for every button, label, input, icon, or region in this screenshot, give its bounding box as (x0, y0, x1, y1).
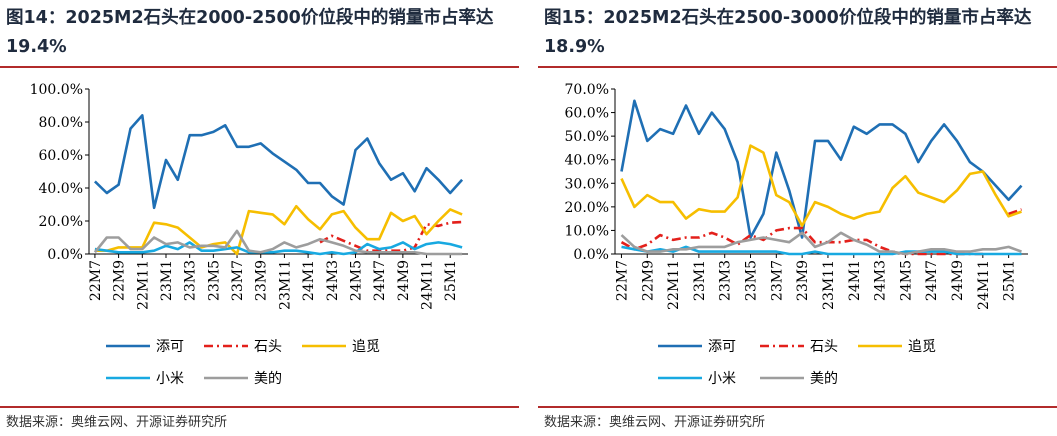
x-tick-label: 24M1 (301, 260, 317, 301)
legend-label: 石头 (810, 339, 838, 355)
series-path (94, 241, 463, 256)
legend-label: 添可 (708, 339, 736, 355)
x-tick-label: 22M11 (666, 260, 682, 310)
x-tick-label: 25M1 (1002, 260, 1018, 301)
y-tick-label: 100.0% (30, 82, 83, 98)
x-tick-label: 23M3 (183, 260, 199, 301)
chart-title: 图14：2025M2石头在2000-2500价位段中的销量市占率达 19.4% (6, 8, 494, 57)
x-tick-label: 24M7 (924, 260, 940, 301)
series-path (1008, 208, 1022, 216)
x-tick-label: 23M5 (206, 260, 222, 301)
legend-label: 追觅 (352, 339, 380, 355)
y-tick-label: 40.0% (39, 181, 83, 197)
x-tick-label: 22M9 (112, 260, 128, 301)
series-line-小米 (94, 241, 463, 256)
y-tick-label: 10.0% (565, 223, 609, 239)
x-tick-label: 23M1 (692, 260, 708, 301)
y-tick-label: 0.0% (573, 247, 609, 263)
x-tick-label: 24M3 (325, 260, 341, 301)
legend-label: 美的 (254, 371, 282, 387)
x-tick-label: 23M9 (254, 260, 270, 301)
series-line-添可 (620, 99, 1023, 239)
series-line-美的 (93, 229, 463, 256)
x-tick-label: 22M7 (614, 260, 630, 301)
x-tick-label: 24M9 (396, 260, 412, 301)
x-tick-label: 23M7 (230, 260, 246, 301)
series-path (93, 114, 464, 210)
y-tick-label: 0.0% (47, 247, 83, 263)
x-tick-label: 24M9 (950, 260, 966, 301)
y-tick-label: 70.0% (565, 82, 609, 98)
x-tick-label: 24M11 (976, 260, 992, 310)
series-path (620, 226, 983, 256)
x-tick-label: 23M1 (159, 260, 175, 301)
series-line-石头 (319, 220, 463, 252)
series-line-追觅 (94, 204, 463, 256)
x-tick-label: 24M3 (873, 260, 889, 301)
legend-label: 石头 (254, 339, 282, 355)
x-tick-label: 23M7 (769, 260, 785, 301)
legend-label: 追觅 (908, 339, 936, 355)
x-tick-label: 22M11 (135, 260, 151, 310)
series-path (94, 204, 463, 256)
x-tick-label: 23M9 (795, 260, 811, 301)
x-tick-label: 22M9 (640, 260, 656, 301)
y-tick-label: 80.0% (39, 115, 83, 131)
x-tick-label: 24M7 (372, 260, 388, 301)
chart-title: 图15：2025M2石头在2500-3000价位段中的销量市占率达 18.9% (544, 8, 1032, 57)
source-rule (0, 406, 519, 408)
legend-label: 小米 (156, 371, 184, 387)
legend-label: 小米 (708, 371, 736, 387)
series-line-美的 (620, 231, 1022, 256)
y-tick-label: 50.0% (565, 129, 609, 145)
title-rule (0, 66, 519, 68)
series-line-添可 (93, 114, 464, 210)
x-tick-label: 24M5 (348, 260, 364, 301)
x-tick-label: 23M3 (718, 260, 734, 301)
source-note: 数据来源：奥维云网、开源证券研究所 (6, 415, 228, 430)
x-tick-label: 25M1 (443, 260, 459, 301)
y-tick-label: 30.0% (565, 176, 609, 192)
x-tick-label: 23M5 (744, 260, 760, 301)
series-path (620, 144, 1022, 227)
source-note: 数据来源：奥维云网、开源证券研究所 (544, 415, 766, 430)
x-tick-label: 24M11 (420, 260, 436, 310)
series-path (319, 220, 463, 252)
series-path (620, 231, 1022, 256)
x-tick-label: 24M5 (898, 260, 914, 301)
x-tick-label: 23M11 (277, 260, 293, 310)
source-rule (538, 406, 1057, 408)
line-chart-price-2500-3000: 0.0% 10.0% 20.0% 30.0% 40.0% 50.0% 60.0% 70.0% 2… (565, 82, 1028, 387)
line-chart-price-2000-2500: 0.0% 20.0% 40.0% 60.0% 80.0% 100.0% 22M7 22M9 22… (30, 82, 468, 387)
y-tick-label: 60.0% (39, 148, 83, 164)
x-tick-label: 24M1 (847, 260, 863, 301)
series-path (93, 229, 463, 256)
title-rule (538, 66, 1057, 68)
legend-label: 添可 (156, 339, 184, 355)
y-tick-label: 60.0% (565, 106, 609, 122)
left-chart-panel: 图14：2025M2石头在2000-2500价位段中的销量市占率达 19.4% … (0, 0, 519, 436)
series-line-追觅 (620, 144, 1022, 227)
y-tick-label: 20.0% (565, 200, 609, 216)
x-tick-label: 23M11 (821, 260, 837, 310)
series-path (620, 99, 1023, 239)
right-chart-panel: 图15：2025M2石头在2500-3000价位段中的销量市占率达 18.9% … (538, 0, 1057, 436)
y-tick-label: 20.0% (39, 214, 83, 230)
y-tick-label: 40.0% (565, 153, 609, 169)
series-line-石头 (620, 208, 1022, 256)
legend-label: 美的 (810, 371, 838, 387)
x-tick-label: 22M7 (88, 260, 104, 301)
